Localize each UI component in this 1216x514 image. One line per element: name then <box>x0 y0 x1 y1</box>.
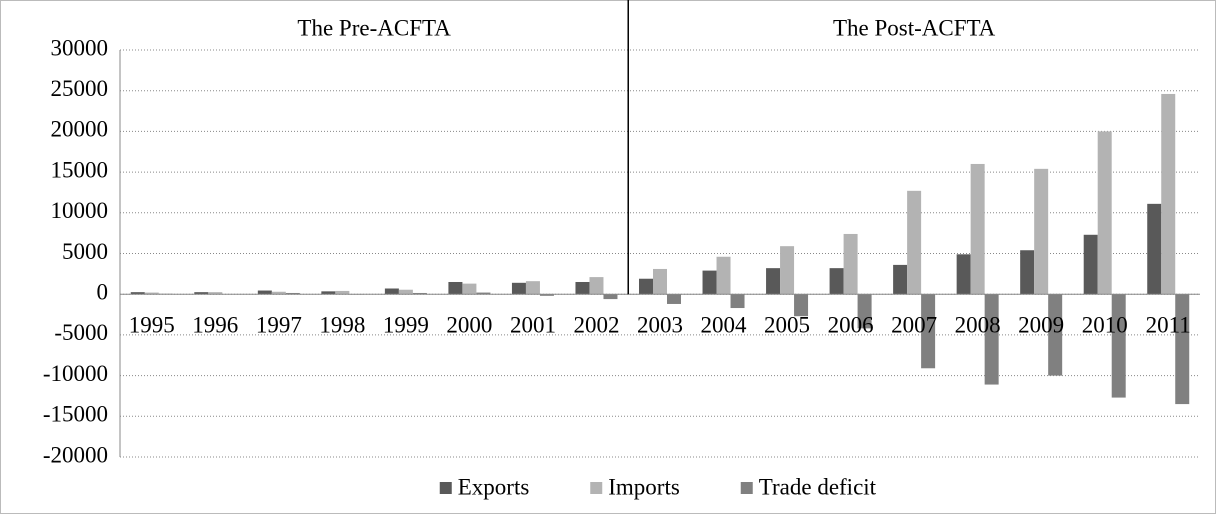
legend-swatch <box>740 482 753 494</box>
bar <box>321 291 336 295</box>
bar <box>1034 168 1049 295</box>
bar <box>525 281 540 295</box>
x-tick-label: 2007 <box>891 312 937 337</box>
y-tick-label: 10000 <box>51 198 109 223</box>
bar <box>1020 250 1035 295</box>
legend-swatch <box>439 482 452 494</box>
bar <box>970 163 985 295</box>
bar <box>766 268 781 295</box>
bar <box>412 292 427 295</box>
y-tick-label: 25000 <box>51 76 109 101</box>
x-tick-label: 2010 <box>1082 312 1128 337</box>
y-tick-label: 30000 <box>51 35 109 60</box>
bar <box>476 292 491 295</box>
bar <box>603 294 618 300</box>
x-tick-label: 1995 <box>129 312 175 337</box>
x-tick-label: 2006 <box>828 312 874 337</box>
bar <box>130 292 145 295</box>
y-tick-label: 0 <box>97 279 109 304</box>
bar <box>893 264 908 295</box>
bar <box>285 292 300 295</box>
bar <box>335 290 350 295</box>
legend-label: Exports <box>458 474 530 499</box>
annotation: The Post-ACFTA <box>833 15 996 40</box>
bar <box>1147 203 1162 295</box>
bar <box>194 292 209 295</box>
x-tick-label: 1997 <box>256 312 302 337</box>
x-tick-label: 2008 <box>955 312 1001 337</box>
bar <box>857 294 872 329</box>
bar <box>1175 294 1190 405</box>
x-tick-label: 2009 <box>1018 312 1064 337</box>
bar <box>398 289 413 295</box>
y-tick-label: -15000 <box>43 402 108 427</box>
bar <box>144 292 159 295</box>
bar <box>257 290 272 295</box>
bar <box>639 278 653 295</box>
y-tick-label: -5000 <box>54 320 108 345</box>
bar <box>921 294 936 369</box>
x-tick-label: 2002 <box>573 312 619 337</box>
bar <box>667 294 681 304</box>
bar <box>539 294 554 296</box>
bar <box>271 291 286 295</box>
bar <box>716 256 731 295</box>
bar <box>653 268 667 295</box>
bar <box>208 292 223 295</box>
y-tick-label: -10000 <box>43 361 108 386</box>
bar <box>730 294 745 309</box>
bar <box>511 282 526 295</box>
bar <box>448 281 463 295</box>
bar <box>462 283 477 295</box>
x-tick-label: 2001 <box>510 312 556 337</box>
bar <box>1161 93 1176 295</box>
legend-label: Imports <box>608 474 680 499</box>
annotation: The Pre-ACFTA <box>297 15 451 40</box>
bar <box>984 294 999 385</box>
x-tick-label: 2005 <box>764 312 810 337</box>
bar <box>589 277 604 295</box>
y-tick-label: 5000 <box>62 239 108 264</box>
bar <box>794 294 809 317</box>
y-tick-label: 15000 <box>51 157 109 182</box>
bar <box>843 233 858 295</box>
bar <box>780 246 795 295</box>
x-tick-label: 1996 <box>192 312 238 337</box>
bar <box>384 288 399 295</box>
x-tick-label: 1999 <box>383 312 429 337</box>
bar <box>1097 131 1112 295</box>
x-tick-label: 2000 <box>446 312 492 337</box>
bar <box>1048 294 1063 376</box>
x-tick-label: 1998 <box>319 312 365 337</box>
bar <box>829 268 844 295</box>
bar <box>956 254 971 295</box>
y-tick-label: -20000 <box>43 442 108 467</box>
legend-label: Trade deficit <box>759 474 877 499</box>
legend-swatch <box>590 482 603 494</box>
x-tick-label: 2004 <box>701 312 748 337</box>
x-tick-label: 2003 <box>637 312 683 337</box>
x-tick-label: 2011 <box>1146 312 1191 337</box>
bar <box>1083 234 1098 295</box>
bar <box>702 270 717 295</box>
y-tick-label: 20000 <box>51 117 109 142</box>
bar <box>907 190 922 295</box>
bar <box>575 281 590 295</box>
bar <box>1111 294 1126 398</box>
